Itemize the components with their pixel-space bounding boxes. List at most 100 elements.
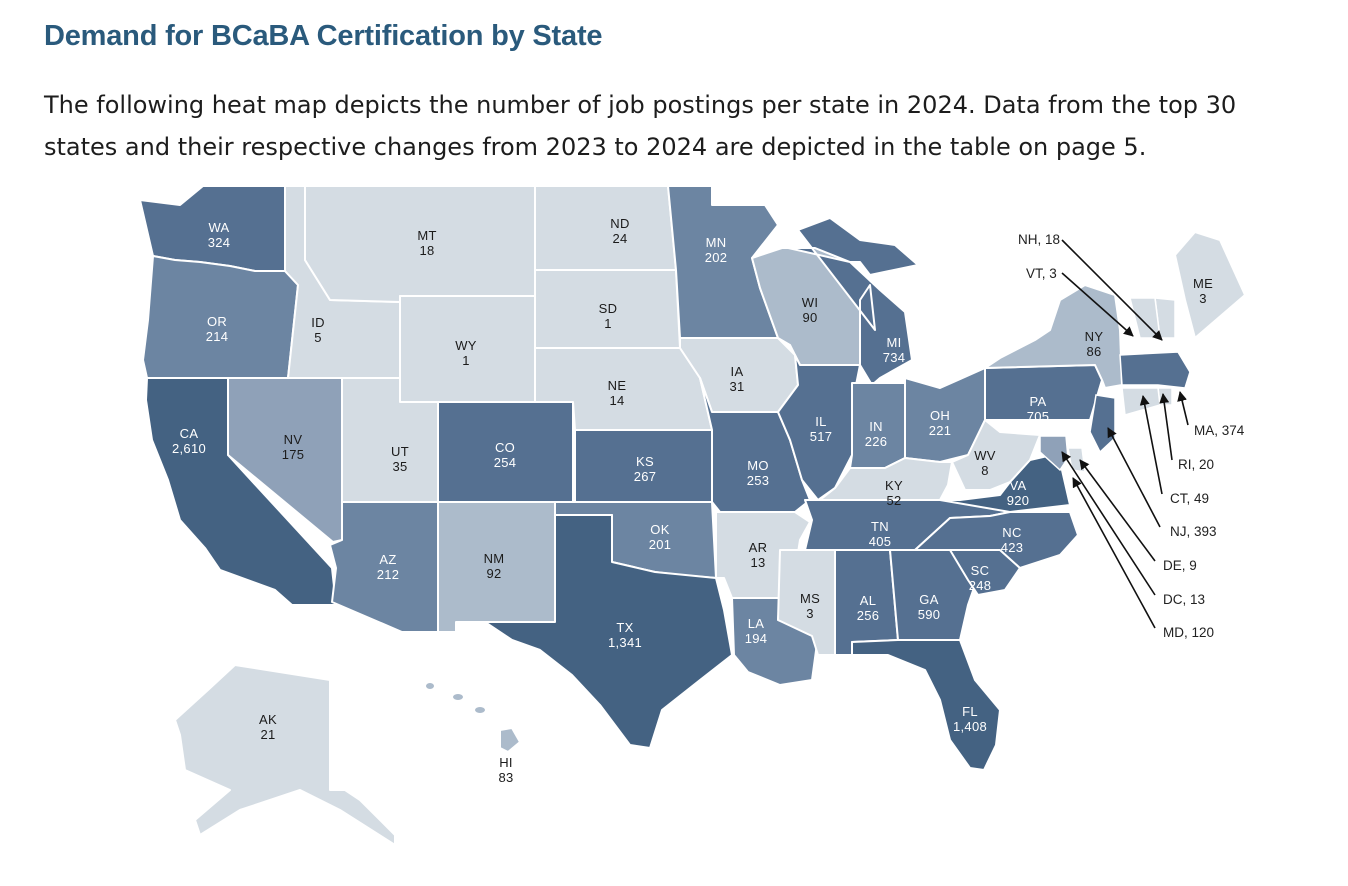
state-abbr: LA — [748, 616, 765, 631]
state-value: 214 — [206, 329, 229, 344]
state-value: 2,610 — [172, 441, 206, 456]
callout-arrow — [1072, 477, 1156, 629]
state-abbr: VA — [1010, 478, 1027, 493]
state-value: 52 — [886, 493, 901, 508]
state-abbr: SC — [971, 563, 990, 578]
state-value: 90 — [802, 310, 817, 325]
state-value: 226 — [865, 434, 888, 449]
state-hi — [499, 727, 521, 753]
state-fl — [851, 639, 1001, 771]
state-value: 175 — [282, 447, 305, 462]
callout-arrow — [1159, 393, 1173, 461]
callout-label: VT, 3 — [1026, 266, 1057, 281]
state-value: 590 — [918, 607, 941, 622]
state-value: 248 — [969, 578, 992, 593]
state-abbr: MO — [747, 458, 769, 473]
state-value: 194 — [745, 631, 768, 646]
small-state-shape — [1039, 435, 1069, 472]
hawaii-island — [453, 694, 463, 700]
state-value: 92 — [486, 566, 501, 581]
state-value: 920 — [1007, 493, 1030, 508]
state-ky — [819, 457, 953, 501]
state-value: 212 — [377, 567, 400, 582]
state-tx — [484, 514, 733, 749]
callout-arrow — [1079, 459, 1156, 562]
callout-label: NJ, 393 — [1170, 524, 1217, 539]
state-ca — [145, 377, 337, 606]
state-va — [939, 454, 1071, 513]
state-value: 21 — [260, 727, 275, 742]
state-abbr: WI — [802, 295, 818, 310]
state-value: 705 — [1027, 409, 1050, 424]
callout-label: NH, 18 — [1018, 232, 1060, 247]
callout-label: MD, 120 — [1163, 625, 1214, 640]
state-value: 8 — [981, 463, 989, 478]
state-mi — [774, 217, 919, 386]
state-abbr: SD — [599, 301, 618, 316]
state-abbr: IA — [731, 364, 744, 379]
state-value: 1 — [462, 353, 470, 368]
state-value: 734 — [883, 350, 906, 365]
state-ny — [984, 284, 1123, 389]
state-value: 256 — [857, 608, 880, 623]
state-wv — [951, 419, 1041, 491]
state-abbr: NM — [484, 551, 505, 566]
state-value: 221 — [929, 423, 952, 438]
callout-arrow — [1139, 395, 1163, 495]
state-abbr: CA — [180, 426, 199, 441]
state-abbr: MI — [886, 335, 901, 350]
state-abbr: NV — [284, 432, 303, 447]
state-abbr: NC — [1002, 525, 1021, 540]
state-abbr: WY — [455, 338, 477, 353]
state-abbr: MS — [800, 591, 820, 606]
state-value: 253 — [747, 473, 770, 488]
state-abbr: FL — [962, 704, 978, 719]
state-label-wv: WV8 — [974, 448, 995, 478]
state-abbr: NY — [1085, 329, 1104, 344]
state-me — [1174, 231, 1246, 339]
state-abbr: AL — [860, 593, 877, 608]
state-value: 31 — [729, 379, 744, 394]
state-value: 254 — [494, 455, 517, 470]
callout-label: MA, 374 — [1194, 423, 1245, 438]
state-abbr: KY — [885, 478, 903, 493]
callout-arrow — [1177, 391, 1189, 426]
state-abbr: PA — [1030, 394, 1047, 409]
state-value: 13 — [750, 555, 765, 570]
state-value: 517 — [810, 429, 833, 444]
state-abbr: UT — [391, 444, 409, 459]
state-abbr: AZ — [379, 552, 396, 567]
state-label-id: ID5 — [311, 315, 325, 345]
state-abbr: ID — [311, 315, 325, 330]
state-abbr: OR — [207, 314, 227, 329]
state-nc — [914, 511, 1079, 569]
state-abbr: ND — [610, 216, 629, 231]
state-value: 3 — [806, 606, 814, 621]
callout-arrow — [1061, 239, 1163, 341]
state-abbr: HI — [499, 755, 513, 770]
state-value: 423 — [1001, 540, 1024, 555]
state-nd — [534, 185, 677, 271]
state-value: 201 — [649, 537, 672, 552]
state-label-ms: MS3 — [800, 591, 820, 621]
